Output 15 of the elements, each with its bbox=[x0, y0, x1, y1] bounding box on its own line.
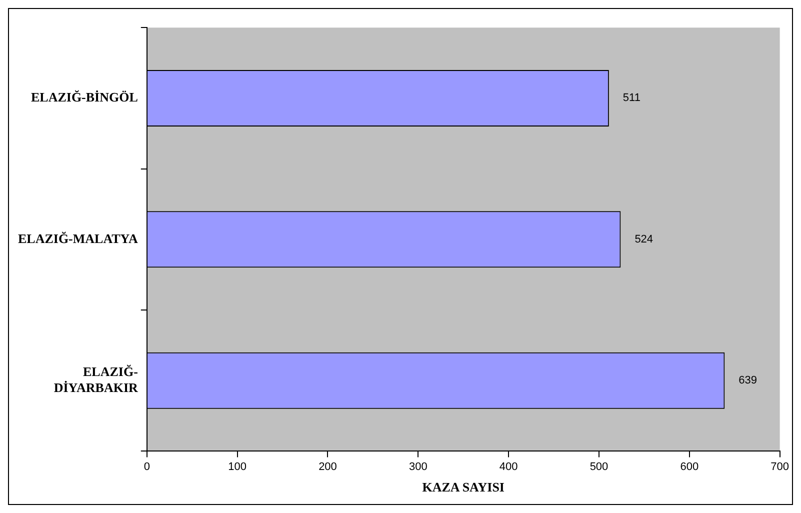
data-label: 524 bbox=[634, 233, 654, 246]
y-tick-label: ELAZIĞ-MALATYA bbox=[18, 230, 139, 246]
x-tick-label: 700 bbox=[770, 460, 790, 473]
x-tick-label: 0 bbox=[144, 460, 150, 473]
y-tick-label: ELAZIĞ-BİNGÖL bbox=[30, 90, 138, 105]
x-axis-title: KAZA SAYISI bbox=[422, 480, 504, 495]
x-tick-label: 600 bbox=[680, 460, 699, 473]
data-label: 511 bbox=[622, 92, 640, 104]
x-tick-label: 100 bbox=[228, 460, 247, 473]
x-tick-label: 200 bbox=[318, 460, 337, 473]
y-tick-label: ELAZIĞ-DİYARBAKIR bbox=[54, 364, 139, 395]
data-label: 639 bbox=[738, 374, 758, 387]
x-tick-label: 500 bbox=[590, 460, 608, 473]
x-tick-label: 300 bbox=[408, 460, 428, 473]
x-tick-label: 400 bbox=[499, 460, 518, 473]
